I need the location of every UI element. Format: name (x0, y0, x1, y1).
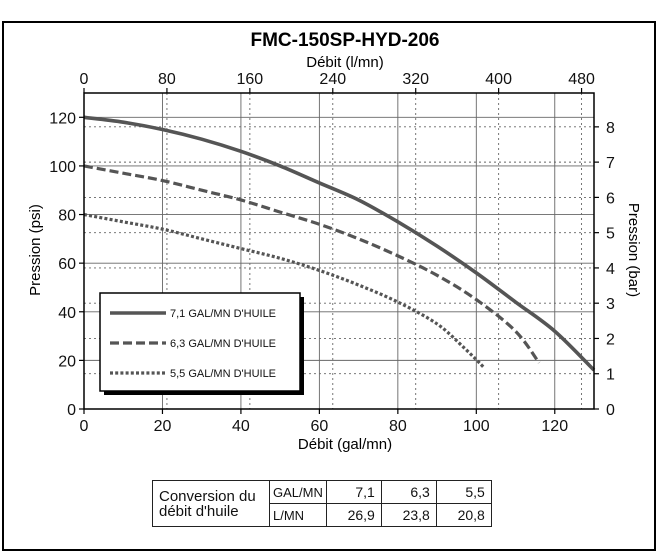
right-tick-label: 5 (606, 226, 615, 243)
series-line-2 (83, 164, 541, 364)
top-tick-label: 80 (158, 71, 176, 88)
value-cell: 26,9 (325, 503, 382, 527)
y-tick-label: 100 (49, 159, 76, 176)
y-tick-label: 80 (58, 208, 76, 225)
top-tick-label: 320 (402, 71, 429, 88)
series-line-1 (83, 115, 596, 372)
legend-box (99, 292, 301, 392)
right-tick-label: 1 (606, 367, 615, 384)
x-tick-label: 120 (541, 418, 568, 435)
y-tick-label: 0 (67, 402, 76, 419)
legend-label: 7,1 GAL/MN D'HUILE (170, 308, 276, 320)
series-layer (83, 115, 596, 372)
right-tick-label: 3 (606, 296, 615, 313)
top-tick-label: 0 (80, 71, 89, 88)
x-tick-label: 80 (389, 418, 407, 435)
x-tick-label: 0 (80, 418, 89, 435)
y-tick-label: 60 (58, 256, 76, 273)
x-tick-label: 40 (232, 418, 250, 435)
right-tick-label: 7 (606, 155, 615, 172)
grid (83, 93, 594, 410)
y-tick-label: 40 (58, 305, 76, 322)
y-axis-label: Pression (psi) (27, 204, 44, 296)
value-cell: 20,8 (435, 503, 492, 527)
x-tick-label: 100 (463, 418, 490, 435)
top-tick-label: 240 (319, 71, 346, 88)
right-tick-label: 2 (606, 331, 615, 348)
series-line-3 (83, 212, 486, 369)
value-cell: 7,1 (325, 480, 382, 504)
legend: 7,1 GAL/MN D'HUILE 6,3 GAL/MN D'HUILE 5,5 … (99, 292, 304, 395)
x-tick-label: 20 (154, 418, 172, 435)
y-tick-label: 20 (58, 353, 76, 370)
y-tick-label: 120 (49, 110, 76, 127)
top-tick-label: 480 (568, 71, 595, 88)
table-row: L/MN 26,9 23,8 20,8 (153, 503, 492, 527)
conversion-header: Conversion du débit d'huile (152, 480, 270, 527)
legend-label: 6,3 GAL/MN D'HUILE (170, 338, 276, 350)
right-tick-label: 6 (606, 190, 615, 207)
plot-area (83, 92, 595, 410)
top-tick-label: 400 (485, 71, 512, 88)
top-tick-label: 160 (237, 71, 264, 88)
x-tick-label: 60 (310, 418, 328, 435)
value-cell: 5,5 (435, 480, 492, 504)
right-tick-label: 0 (606, 402, 615, 419)
value-cell: 6,3 (380, 480, 437, 504)
legend-label: 5,5 GAL/MN D'HUILE (170, 368, 276, 380)
outer-frame (2, 21, 656, 551)
table-row: Conversion du débit d'huile GAL/MN 7,1 6… (152, 480, 492, 527)
right-axis-label: Pression (bar) (625, 203, 642, 297)
unit-cell: L/MN (269, 503, 327, 527)
right-tick-label: 8 (606, 120, 615, 137)
top-axis-label: Débit (l/mn) (306, 54, 384, 71)
value-cell: 23,8 (380, 503, 437, 527)
right-tick-label: 4 (606, 261, 615, 278)
chart-title: FMC-150SP-HYD-206 (251, 30, 440, 51)
unit-cell: GAL/MN (269, 480, 327, 504)
x-axis-label: Débit (gal/mn) (298, 436, 392, 453)
conversion-table: Conversion du débit d'huile GAL/MN 7,1 6… (152, 480, 492, 527)
